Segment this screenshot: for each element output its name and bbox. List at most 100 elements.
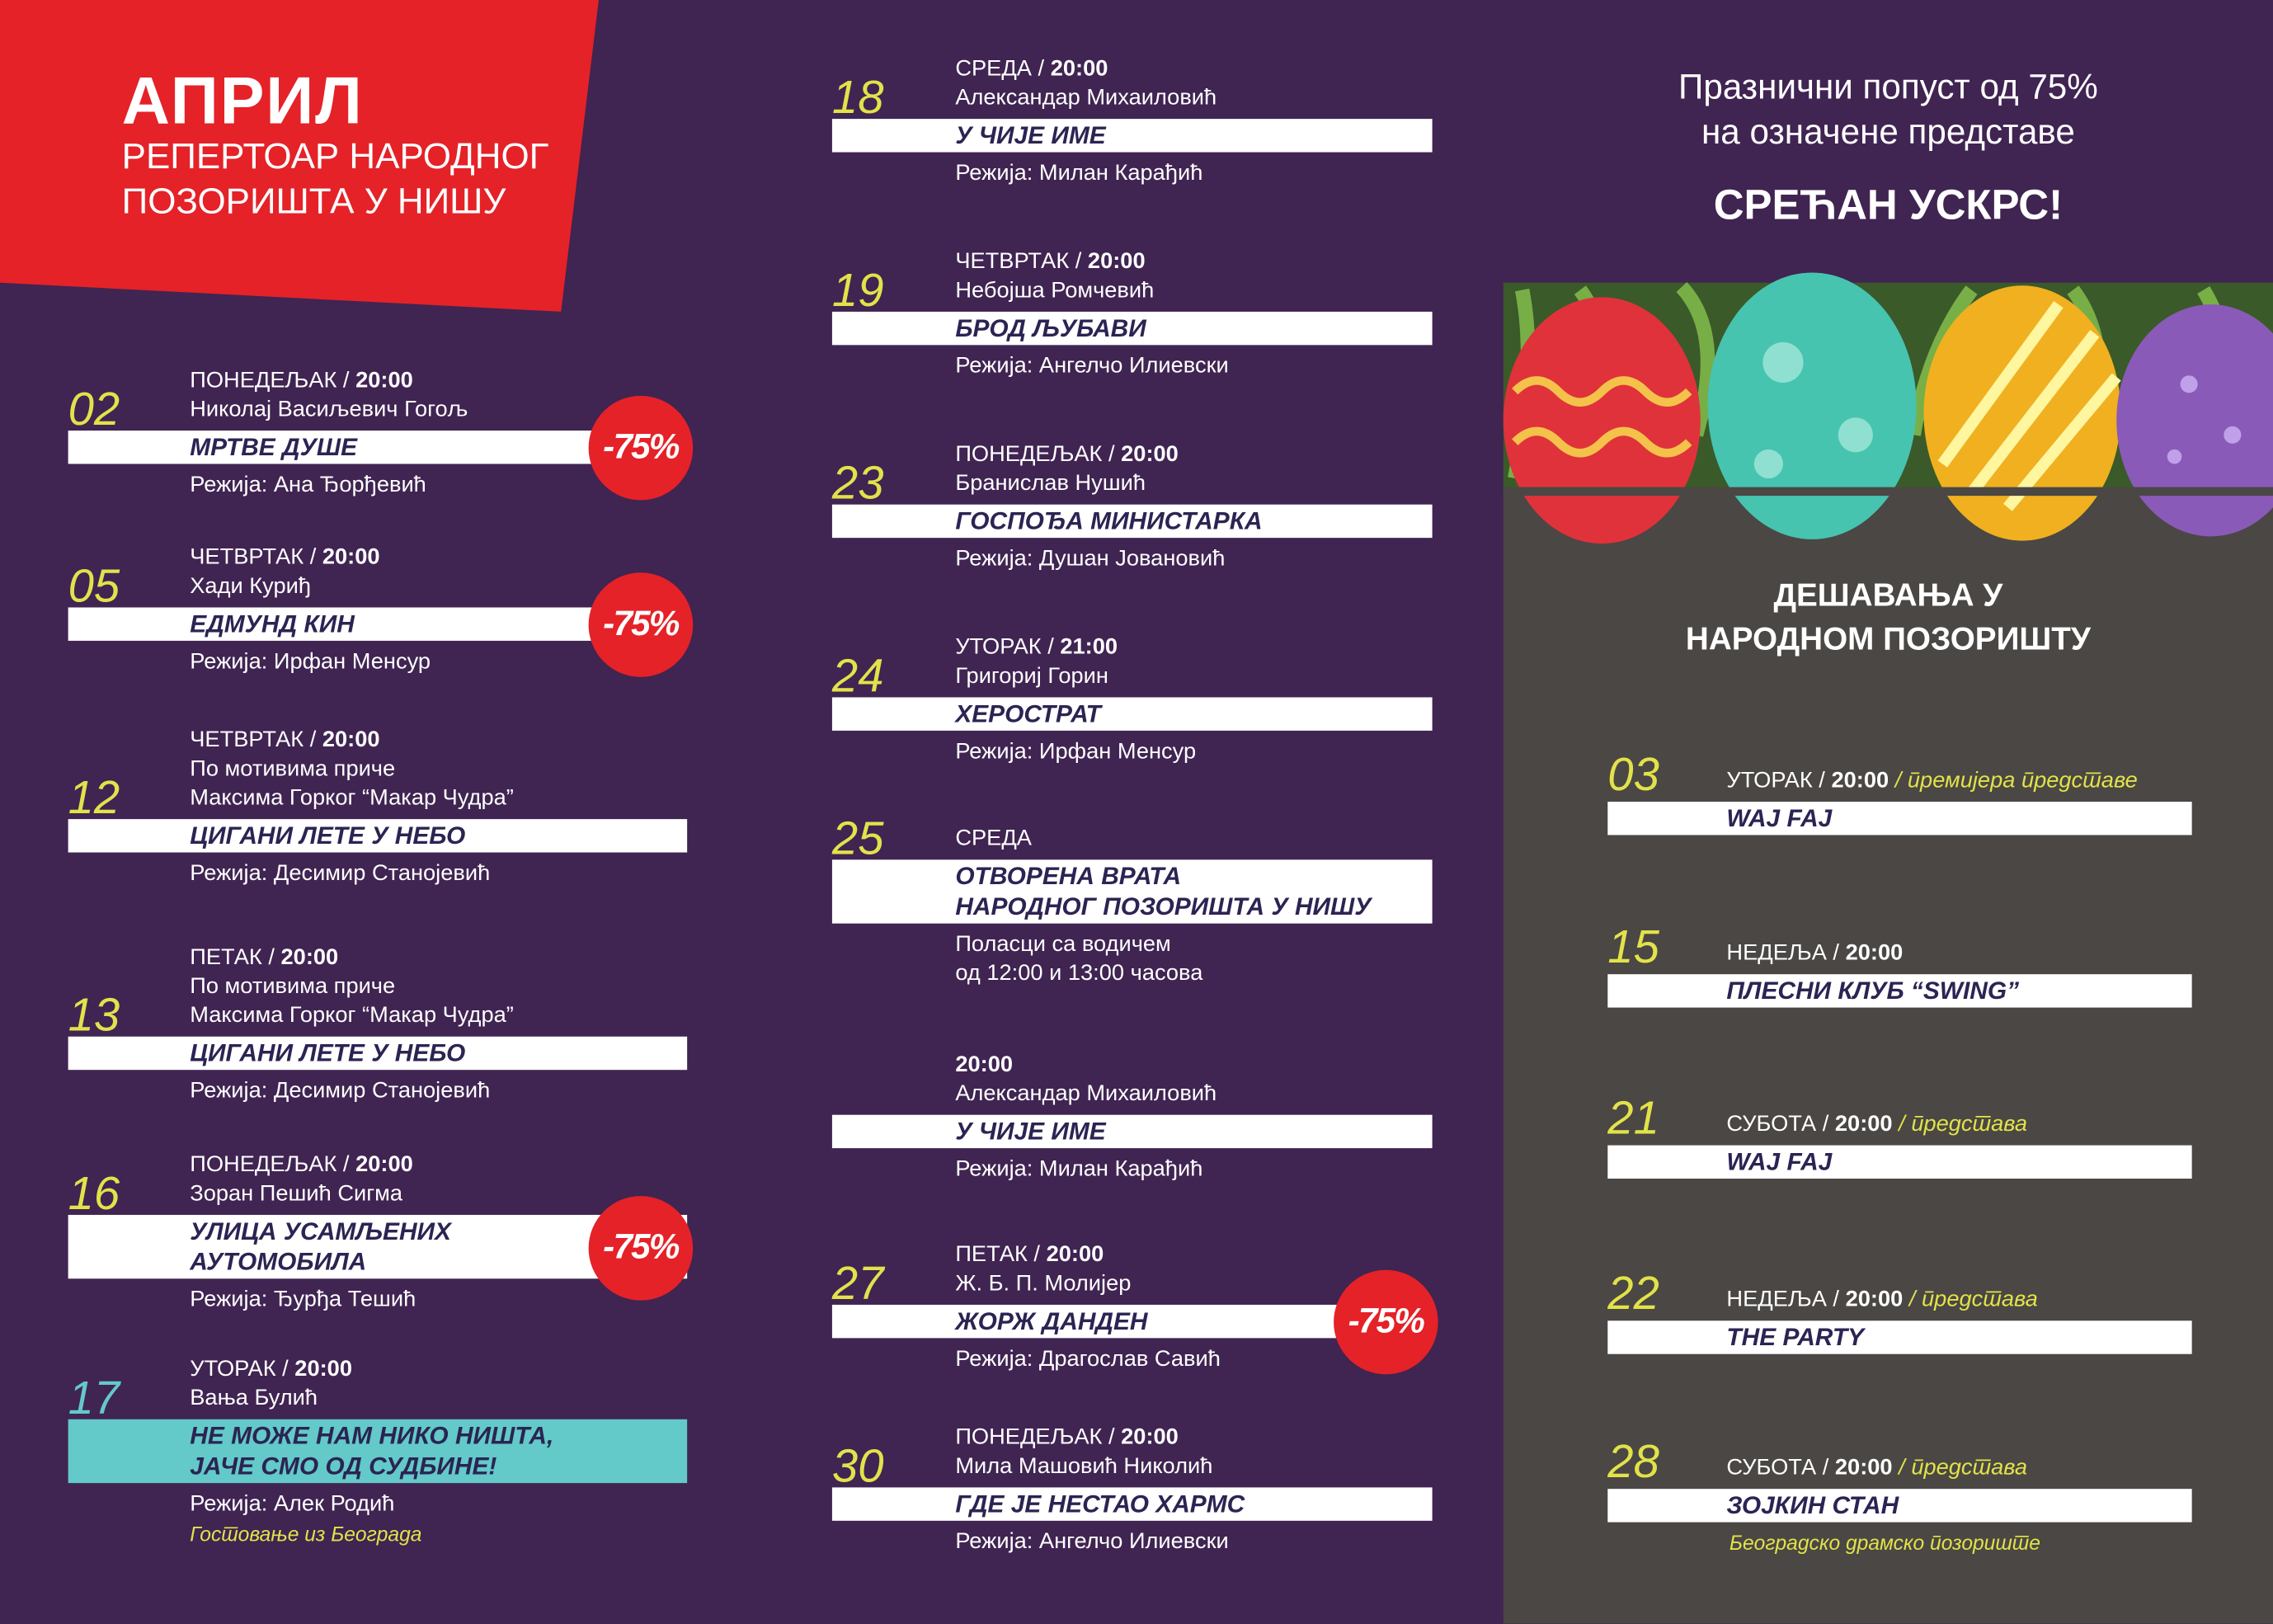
show-entry: ЧЕТВРТАК / 20:00 Небојша Ромчевић БРОД ЉУБ… bbox=[831, 248, 1433, 382]
weekday: СУБОТА / bbox=[1726, 1112, 1829, 1137]
time: 20:00 bbox=[280, 945, 339, 970]
show-title: ЦИГАНИ ЛЕТЕ У НЕБО bbox=[190, 1039, 466, 1067]
date-line: СРЕДА / 20:00 bbox=[832, 55, 1433, 84]
show-title: ЈАЧЕ СМО ОД СУДБИНЕ! bbox=[190, 1452, 497, 1480]
title-box: УЛИЦА УСАМЉЕНИХ АУТОМОБИЛА bbox=[68, 1214, 688, 1279]
show-title: НАРОДНОГ ПОЗОРИШТА У НИШУ bbox=[955, 892, 1372, 921]
show-title: ЦИГАНИ ЛЕТЕ У НЕБО bbox=[190, 821, 466, 850]
weekday: ЧЕТВРТАК / bbox=[190, 727, 317, 753]
date-line: ПОНЕДЕЉАК / 20:00 bbox=[68, 367, 688, 396]
time: 20:00 bbox=[355, 368, 413, 393]
event-note: / представа bbox=[1908, 1287, 2038, 1312]
weekday: УТОРАК / bbox=[1726, 768, 1825, 793]
director: Режија: Ангелчо Илиевски bbox=[955, 1529, 1229, 1555]
day-number: 17 bbox=[68, 1371, 120, 1424]
director: Режија: Ангелчо Илиевски bbox=[955, 353, 1229, 379]
subtitle: ПОЗОРИШТА У НИШУ bbox=[121, 181, 506, 222]
show-title: ХЕРОСТРАТ bbox=[955, 699, 1101, 728]
weekday: СРЕДА bbox=[955, 826, 1032, 851]
show-title: ГДЕ ЈЕ НЕСТАО ХАРМС bbox=[955, 1490, 1245, 1518]
event-entry: НЕДЕЉА / 20:00 / представа THE PARTY 22 bbox=[1607, 1269, 2192, 1354]
title-box: ХЕРОСТРАТ bbox=[831, 697, 1433, 731]
event-note: / премијера представе bbox=[1894, 768, 2138, 793]
author: Григориј Горин bbox=[955, 664, 1108, 689]
author: Николај Васиљевич Гогољ bbox=[190, 397, 468, 422]
time: 20:00 bbox=[322, 544, 380, 570]
time: 20:00 bbox=[1834, 1112, 1893, 1137]
weekday: ПОНЕДЕЉАК / bbox=[955, 1424, 1115, 1450]
author: Небојша Ромчевић bbox=[955, 278, 1155, 304]
day-number: 27 bbox=[831, 1256, 884, 1310]
title-box: ОТВОРЕНА ВРАТА НАРОДНОГ ПОЗОРИШТА У НИШУ bbox=[831, 859, 1433, 924]
time: 20:00 bbox=[1845, 1287, 1904, 1312]
title-box: У ЧИЈЕ ИМЕ bbox=[831, 1114, 1433, 1149]
discount-badge: -75% bbox=[588, 1196, 694, 1301]
time: 20:00 bbox=[294, 1357, 353, 1382]
title-box: НЕ МОЖЕ НАМ НИКО НИШТА, ЈАЧЕ СМО ОД СУДБИ… bbox=[68, 1419, 688, 1484]
weekday: ПОНЕДЕЉАК / bbox=[955, 442, 1115, 467]
weekday: УТОРАК / bbox=[955, 634, 1054, 660]
show-title: ЖОРЖ ДАНДЕН bbox=[955, 1307, 1148, 1335]
title-box: У ЧИЈЕ ИМЕ bbox=[831, 119, 1433, 153]
event-title: ПЛЕСНИ КЛУБ “SWING” bbox=[1607, 974, 2192, 1008]
event-entry: СУБОТА / 20:00 / представа WAJ FAJ 21 bbox=[1607, 1093, 2192, 1179]
director: Режија: Ирфан Менсур bbox=[190, 649, 431, 675]
show-entry: 20:00 Александар Михаиловић У ЧИЈЕ ИМЕ Режи… bbox=[831, 1051, 1433, 1184]
author: Вања Булић bbox=[190, 1386, 318, 1411]
day-number: 03 bbox=[1607, 747, 1659, 801]
author: Максима Горког “Макар Чудра” bbox=[190, 785, 514, 811]
director: Режија: Ђурђа Тешић bbox=[190, 1287, 416, 1312]
director: Режија: Милан Карађић bbox=[955, 1156, 1203, 1182]
show-title: МРТВЕ ДУШЕ bbox=[190, 433, 358, 461]
show-entry: УТОРАК / 20:00 Вања Булић НЕ МОЖЕ НАМ НИКО… bbox=[68, 1355, 688, 1548]
event-note: / представа bbox=[1899, 1112, 2028, 1137]
date-line: ПОНЕДЕЉАК / 20:00 bbox=[68, 1151, 688, 1180]
show-title: У ЧИЈЕ ИМЕ bbox=[955, 121, 1106, 150]
time: 21:00 bbox=[1060, 634, 1118, 660]
show-entry: ПОНЕДЕЉАК / 20:00 Бранислав Нушић ГОСПОЂА … bbox=[831, 440, 1433, 574]
event-entry: СУБОТА / 20:00 / представа ЗОЈКИН СТАН Бео… bbox=[1607, 1437, 2192, 1557]
day-number: 13 bbox=[68, 988, 120, 1042]
author: По мотивима приче bbox=[190, 756, 396, 782]
weekday: СУБОТА / bbox=[1726, 1455, 1829, 1480]
event-entry: УТОРАК / 20:00 / премијера представе WAJ … bbox=[1607, 750, 2192, 836]
day-number: 28 bbox=[1607, 1435, 1659, 1488]
time: 20:00 bbox=[1050, 56, 1108, 82]
weekday: ЧЕТВРТАК / bbox=[190, 544, 317, 570]
weekday: УТОРАК / bbox=[190, 1357, 289, 1382]
events-title: ДЕШАВАЊА У bbox=[1773, 577, 2003, 614]
author: По мотивима приче bbox=[190, 974, 396, 1000]
event-title: WAJ FAJ bbox=[1607, 802, 2192, 836]
show-title: ЕДМУНД КИН bbox=[190, 610, 355, 638]
day-number: 18 bbox=[831, 71, 884, 124]
director: од 12:00 и 13:00 часова bbox=[955, 961, 1203, 986]
date-line: ЧЕТВРТАК / 20:00 bbox=[68, 544, 688, 572]
time: 20:00 bbox=[1121, 1424, 1179, 1450]
director: Режија: Десимир Станојевић bbox=[190, 861, 491, 886]
day-number: 22 bbox=[1607, 1267, 1659, 1320]
director: Поласци са водичем bbox=[955, 932, 1171, 958]
day-number: 30 bbox=[831, 1439, 884, 1492]
guest-note: Гостовање из Београда bbox=[190, 1522, 422, 1546]
day-number: 21 bbox=[1607, 1091, 1659, 1144]
discount-text: на означене представе bbox=[1701, 113, 2075, 153]
weekday: ПОНЕДЕЉАК / bbox=[190, 368, 350, 393]
time: 20:00 bbox=[955, 1052, 1014, 1077]
date-line: НЕДЕЉА / 20:00 bbox=[1607, 939, 2191, 968]
time: 20:00 bbox=[322, 727, 380, 753]
day-number: 05 bbox=[68, 559, 120, 612]
day-number: 02 bbox=[68, 383, 120, 435]
show-entry: ЧЕТВРТАК / 20:00 Хади Куриђ ЕДМУНД КИН Режи… bbox=[68, 544, 694, 677]
event-footer: Београдско драмско позориште bbox=[1729, 1531, 2040, 1555]
date-line: ЧЕТВРТАК / 20:00 bbox=[68, 727, 688, 756]
time: 20:00 bbox=[1845, 940, 1904, 966]
show-entry: УТОРАК / 21:00 Григориј Горин ХЕРОСТРАТ Реж… bbox=[831, 633, 1433, 767]
director: Режија: Десимир Станојевић bbox=[190, 1078, 491, 1104]
date-line: СУБОТА / 20:00 / представа bbox=[1607, 1110, 2191, 1139]
day-number: 16 bbox=[68, 1166, 120, 1220]
day-number: 12 bbox=[68, 771, 120, 824]
show-title: УЛИЦА УСАМЉЕНИХ bbox=[190, 1217, 451, 1245]
date-line: ПЕТАК / 20:00 bbox=[68, 944, 688, 972]
